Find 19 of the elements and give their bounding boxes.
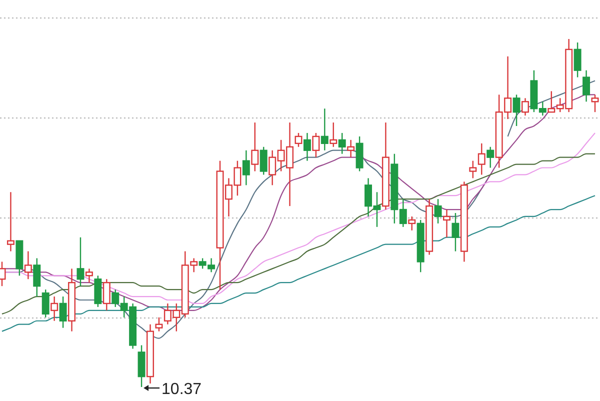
candlestick — [320, 108, 328, 151]
candlestick — [347, 139, 355, 158]
candlestick — [426, 198, 434, 256]
candlestick — [85, 268, 93, 284]
candlestick — [146, 324, 154, 384]
candlestick — [443, 208, 450, 238]
candlestick — [50, 296, 58, 322]
candlestick — [6, 192, 14, 252]
candlestick — [460, 181, 468, 262]
candlestick — [303, 132, 311, 162]
candlestick — [582, 70, 590, 102]
candlestick — [68, 268, 76, 332]
candlestick — [24, 250, 32, 280]
candlestick — [382, 122, 390, 210]
candlestick — [242, 150, 250, 186]
candlestick — [452, 212, 460, 252]
candlestick — [521, 98, 529, 116]
candlestick — [478, 142, 486, 176]
annotation: 10.37 — [162, 381, 202, 398]
